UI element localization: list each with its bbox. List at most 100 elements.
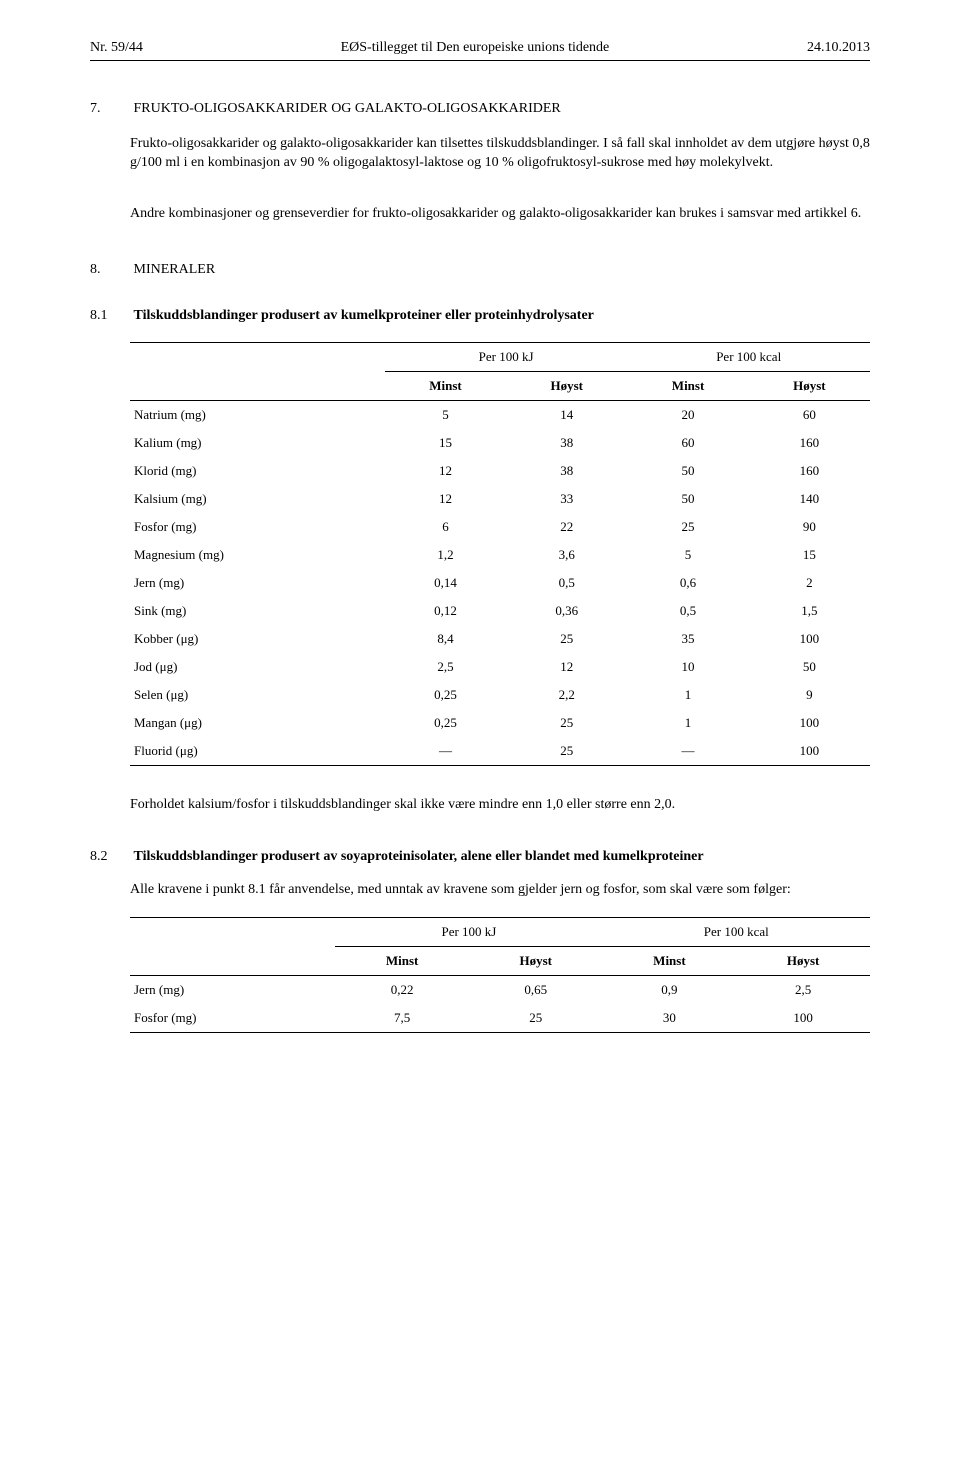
table-row: Selen (μg)0,252,219	[130, 681, 870, 709]
table-header-empty	[130, 342, 385, 371]
table-8-1-wrap: Per 100 kJ Per 100 kcal Minst Høyst Mins…	[130, 342, 870, 766]
section-8-1-number: 8.1	[90, 308, 130, 324]
table-cell: 6	[385, 513, 506, 541]
table-cell: 5	[385, 400, 506, 429]
table-cell: 100	[749, 737, 870, 766]
table-cell: 30	[603, 1004, 737, 1033]
table-cell: 100	[749, 625, 870, 653]
table-row-label: Klorid (mg)	[130, 457, 385, 485]
section-8-2-title: Tilskuddsblandinger produsert av soyapro…	[134, 849, 704, 864]
table-row: Mangan (μg)0,25251100	[130, 709, 870, 737]
section-7-number: 7.	[90, 101, 130, 117]
section-7-para-2: Andre kombinasjoner og grenseverdier for…	[130, 205, 870, 224]
table-row: Per 100 kJ Per 100 kcal	[130, 918, 870, 947]
table-row-label: Fosfor (mg)	[130, 1004, 335, 1033]
table-header-empty	[130, 947, 335, 976]
section-7-heading: 7. FRUKTO-OLIGOSAKKARIDER OG GALAKTO-OLI…	[90, 101, 870, 117]
table-cell: 0,12	[385, 597, 506, 625]
section-7-title: FRUKTO-OLIGOSAKKARIDER OG GALAKTO-OLIGOS…	[134, 101, 561, 116]
table-cell: 1,5	[749, 597, 870, 625]
table-header-group-kcal: Per 100 kcal	[603, 918, 870, 947]
table-cell: 2,5	[385, 653, 506, 681]
table-cell: 9	[749, 681, 870, 709]
table-cell: 140	[749, 485, 870, 513]
table-cell: 0,5	[506, 569, 627, 597]
table-row-label: Natrium (mg)	[130, 400, 385, 429]
table-row: Minst Høyst Minst Høyst	[130, 947, 870, 976]
table-header-col: Høyst	[736, 947, 870, 976]
table-cell: 8,4	[385, 625, 506, 653]
table-header-col: Minst	[385, 371, 506, 400]
section-8-heading: 8. MINERALER	[90, 262, 870, 278]
table-cell: 1	[627, 681, 748, 709]
table-header-col: Høyst	[469, 947, 603, 976]
table-8-1-body: Natrium (mg)5142060Kalium (mg)153860160K…	[130, 400, 870, 765]
table-row: Jern (mg)0,220,650,92,5	[130, 976, 870, 1005]
table-cell: 0,6	[627, 569, 748, 597]
table-cell: 1,2	[385, 541, 506, 569]
page: Nr. 59/44 EØS-tillegget til Den europeis…	[0, 0, 960, 1119]
table-cell: 14	[506, 400, 627, 429]
table-cell: 0,22	[335, 976, 469, 1005]
table-row: Klorid (mg)123850160	[130, 457, 870, 485]
table-cell: 7,5	[335, 1004, 469, 1033]
table-8-1: Per 100 kJ Per 100 kcal Minst Høyst Mins…	[130, 342, 870, 766]
table-cell: 100	[736, 1004, 870, 1033]
table-cell: 160	[749, 457, 870, 485]
header-title: EØS-tillegget til Den europeiske unions …	[143, 40, 807, 56]
table-cell: —	[627, 737, 748, 766]
section-8-number: 8.	[90, 262, 130, 278]
table-row-label: Sink (mg)	[130, 597, 385, 625]
table-cell: 0,9	[603, 976, 737, 1005]
table-header-col: Høyst	[749, 371, 870, 400]
table-row-label: Kobber (μg)	[130, 625, 385, 653]
table-cell: 25	[469, 1004, 603, 1033]
table-cell: 25	[627, 513, 748, 541]
table-header-col: Minst	[335, 947, 469, 976]
section-8-1-note: Forholdet kalsium/fosfor i tilskuddsblan…	[130, 796, 870, 815]
table-cell: 35	[627, 625, 748, 653]
table-row: Jern (mg)0,140,50,62	[130, 569, 870, 597]
table-cell: 25	[506, 625, 627, 653]
table-row-label: Fluorid (μg)	[130, 737, 385, 766]
table-cell: 38	[506, 457, 627, 485]
table-cell: 10	[627, 653, 748, 681]
table-header-empty	[130, 918, 335, 947]
table-row-label: Jern (mg)	[130, 569, 385, 597]
table-cell: 12	[385, 485, 506, 513]
table-cell: 25	[506, 709, 627, 737]
table-row: Kobber (μg)8,42535100	[130, 625, 870, 653]
section-8-title: MINERALER	[134, 262, 216, 277]
table-header-group-kj: Per 100 kJ	[385, 342, 628, 371]
table-cell: 1	[627, 709, 748, 737]
table-cell: 25	[506, 737, 627, 766]
header-date: 24.10.2013	[807, 40, 870, 56]
section-7-para-1: Frukto-oligosakkarider og galakto-oligos…	[130, 135, 870, 173]
table-row: Kalium (mg)153860160	[130, 429, 870, 457]
table-cell: 160	[749, 429, 870, 457]
table-row-label: Fosfor (mg)	[130, 513, 385, 541]
section-8-2-heading: 8.2 Tilskuddsblandinger produsert av soy…	[90, 849, 870, 865]
table-cell: 60	[627, 429, 748, 457]
table-cell: 22	[506, 513, 627, 541]
table-cell: 2	[749, 569, 870, 597]
table-row: Fluorid (μg)—25—100	[130, 737, 870, 766]
table-row-label: Magnesium (mg)	[130, 541, 385, 569]
page-header: Nr. 59/44 EØS-tillegget til Den europeis…	[90, 40, 870, 61]
table-cell: 2,2	[506, 681, 627, 709]
table-row-label: Kalium (mg)	[130, 429, 385, 457]
table-header-col: Høyst	[506, 371, 627, 400]
table-header-group-kj: Per 100 kJ	[335, 918, 602, 947]
table-cell: 60	[749, 400, 870, 429]
table-cell: 50	[749, 653, 870, 681]
header-page-number: Nr. 59/44	[90, 40, 143, 56]
table-cell: 0,14	[385, 569, 506, 597]
table-cell: 2,5	[736, 976, 870, 1005]
table-row-label: Kalsium (mg)	[130, 485, 385, 513]
table-header-group-kcal: Per 100 kcal	[627, 342, 870, 371]
table-row: Natrium (mg)5142060	[130, 400, 870, 429]
table-cell: 0,25	[385, 709, 506, 737]
section-8-2-para-1: Alle kravene i punkt 8.1 får anvendelse,…	[130, 881, 870, 900]
table-header-empty	[130, 371, 385, 400]
table-8-2: Per 100 kJ Per 100 kcal Minst Høyst Mins…	[130, 917, 870, 1033]
